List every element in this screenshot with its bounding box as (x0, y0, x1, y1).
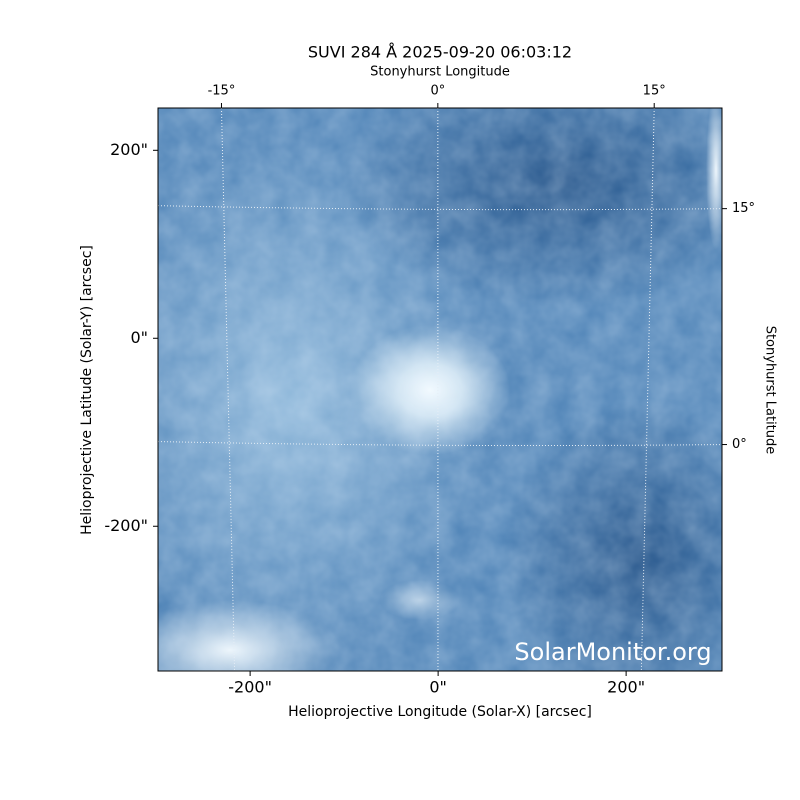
grid (157, 107, 723, 672)
y-tick-label: 0" (130, 328, 148, 347)
chart-title: SUVI 284 Å 2025-09-20 06:03:12 (308, 43, 572, 62)
grid-line (157, 441, 723, 447)
x-tick-label: 200" (607, 678, 645, 697)
grid-line (157, 205, 723, 211)
y-label: Helioprojective Latitude (Solar-Y) [arcs… (79, 245, 95, 535)
x-label: Helioprojective Longitude (Solar-X) [arc… (288, 704, 592, 720)
y2-tick-label: 15° (732, 201, 755, 216)
y-tick-label: -200" (104, 516, 148, 535)
x-tick-label: 0" (429, 678, 447, 697)
y-tick-label: 200" (110, 140, 148, 159)
y2-tick-label: 0° (732, 437, 747, 452)
x2-tick-label: -15° (208, 84, 236, 99)
axes-frame (157, 107, 723, 672)
x2-label: Stonyhurst Longitude (370, 65, 510, 80)
x-tick-label: -200" (228, 678, 272, 697)
x2-tick-label: 15° (643, 84, 666, 99)
grid-line (220, 107, 236, 672)
solar-image (158, 108, 722, 671)
grid-line (640, 107, 655, 672)
y2-label: Stonyhurst Latitude (763, 326, 778, 455)
x2-tick-label: 0° (430, 84, 445, 99)
watermark: SolarMonitor.org (514, 638, 711, 666)
